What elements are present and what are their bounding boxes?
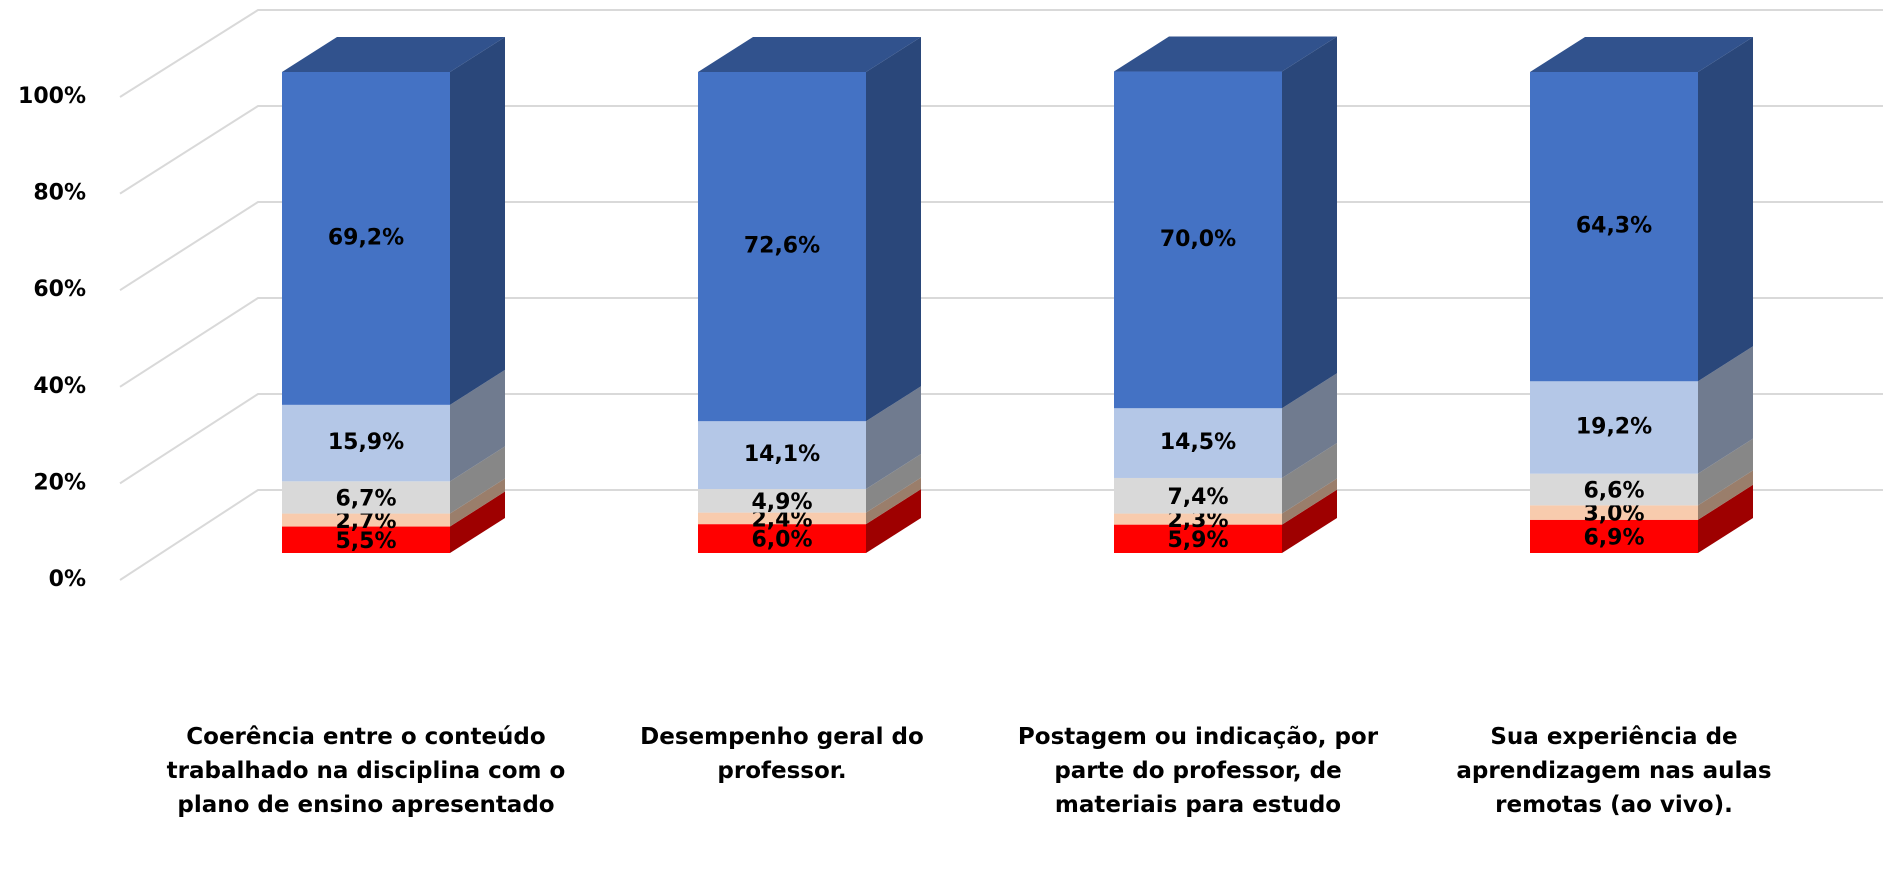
bar-segment (1530, 505, 1698, 520)
bar-top (698, 37, 921, 72)
data-label: 6,7% (335, 486, 396, 511)
bar-segment (1114, 71, 1282, 409)
bar-side (866, 477, 921, 525)
grid-line (119, 489, 1883, 581)
bar-segment (1530, 72, 1698, 382)
x-tick-label: Desempenho geral do professor. (640, 724, 924, 784)
data-label: 6,0% (751, 528, 812, 553)
grid-line (119, 297, 1883, 388)
bar-side (1698, 484, 1753, 553)
bar-side (866, 454, 921, 513)
bar-segment (698, 72, 866, 422)
bar-segment (1530, 381, 1698, 474)
data-label: 70,0% (1160, 227, 1236, 252)
x-tick-label: Sua experiência de aprendizagem nas aula… (1456, 724, 1772, 818)
data-label: 5,9% (1167, 528, 1228, 553)
grid-line (119, 201, 1883, 292)
bar-side (1698, 346, 1753, 474)
data-label: 19,2% (1576, 414, 1652, 439)
bar-segment (698, 421, 866, 490)
bar-segment (698, 524, 866, 553)
data-label: 7,4% (1167, 485, 1228, 510)
bar-segment (1114, 513, 1282, 525)
bar-segment (1114, 408, 1282, 478)
data-label: 3,0% (1583, 502, 1644, 527)
bar-side (450, 37, 505, 405)
bar-segment (1530, 519, 1698, 553)
bar-side (450, 369, 505, 482)
bar-segment (1114, 477, 1282, 514)
bar-segment (1530, 473, 1698, 506)
data-label: 69,2% (328, 225, 404, 250)
bar-top (1114, 36, 1337, 72)
data-label: 5,5% (335, 529, 396, 554)
bar-top (1530, 37, 1753, 72)
grid-line (119, 105, 1883, 195)
data-label: 6,9% (1583, 525, 1644, 550)
bar-side (866, 386, 921, 490)
y-tick-label: 80% (33, 181, 86, 206)
x-tick-label: Coerência entre o conteúdo trabalhado na… (166, 724, 566, 818)
grid-line (119, 9, 1883, 98)
y-tick-label: 100% (18, 84, 86, 109)
y-tick-label: 0% (49, 567, 86, 592)
bar-side (1282, 373, 1337, 478)
y-tick-label: 20% (33, 470, 86, 495)
bar-segment (698, 489, 866, 513)
bar-top (282, 37, 505, 72)
y-tick-label: 40% (33, 374, 86, 399)
bar-segment (282, 513, 450, 527)
grid-line (119, 393, 1883, 485)
bar-side (1282, 442, 1337, 514)
bar-side (1282, 489, 1337, 553)
bar-segment (282, 404, 450, 482)
bar-side (1282, 478, 1337, 525)
bar-side (866, 489, 921, 553)
data-label: 14,1% (744, 442, 820, 467)
data-label: 15,9% (328, 430, 404, 455)
bar-segment (1114, 524, 1282, 553)
bar-segment (282, 526, 450, 553)
bar-side (450, 478, 505, 527)
bar-side (1698, 470, 1753, 520)
data-label: 72,6% (744, 234, 820, 259)
bar-side (1282, 36, 1337, 409)
bar-side (450, 446, 505, 514)
bar-segment (282, 481, 450, 514)
data-label: 4,9% (751, 490, 812, 515)
bar-side (450, 491, 505, 553)
bar-segment (698, 512, 866, 525)
data-label: 64,3% (1576, 214, 1652, 239)
bar-side (1698, 37, 1753, 382)
bar-segment (282, 72, 450, 405)
y-tick-label: 60% (33, 277, 86, 302)
x-tick-label: Postagem ou indicação, por parte do prof… (1017, 724, 1379, 818)
data-label: 6,6% (1583, 479, 1644, 504)
bar-side (1698, 438, 1753, 506)
data-label: 14,5% (1160, 430, 1236, 455)
bar-side (866, 37, 921, 422)
